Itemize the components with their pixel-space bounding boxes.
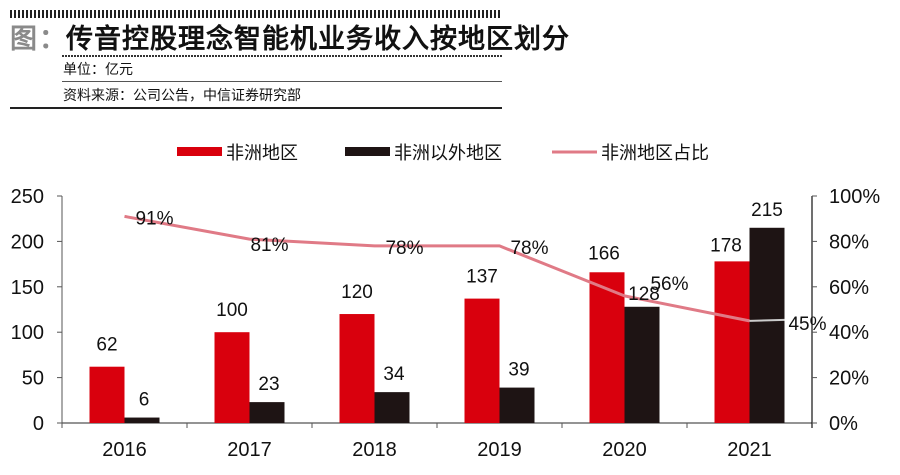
divider [62, 81, 502, 82]
legend-label-non-africa: 非洲以外地区 [394, 143, 502, 164]
left-y-tick-label: 150 [11, 277, 44, 299]
source-note: 资料来源：公司公告，中信证券研究部 [63, 88, 301, 104]
data-label-share: 78% [385, 238, 423, 259]
bar-africa [714, 261, 750, 423]
right-y-tick-label: 40% [829, 322, 869, 344]
dotted-divider [62, 55, 502, 57]
data-label-non-africa: 23 [258, 374, 279, 395]
figure-header: 图： 传音控股理念智能机业务收入按地区划分 [10, 18, 570, 55]
x-tick-label: 2018 [352, 439, 397, 461]
data-labels: 62 6 100 23 120 34 137 39 166 128 178 215 91% 81% 78% 7… [96, 200, 826, 411]
x-tick-label: 2017 [227, 439, 272, 461]
data-label-africa: 120 [341, 282, 373, 303]
data-label-non-africa: 128 [628, 284, 660, 305]
data-label-non-africa: 6 [139, 390, 150, 411]
bar-non-africa [124, 417, 160, 423]
legend-label-share: 非洲地区占比 [601, 143, 709, 164]
bar-africa [339, 314, 375, 423]
left-y-tick-label: 0 [33, 413, 44, 435]
left-y-tick-label: 200 [11, 231, 44, 253]
bar-africa [464, 298, 500, 423]
data-label-africa: 178 [710, 235, 742, 256]
right-y-tick-label: 0% [829, 413, 858, 435]
share-line-path [124, 214, 750, 323]
left-y-tick-label: 100 [11, 322, 44, 344]
bar-non-africa [499, 387, 535, 423]
right-y-tick-label: 60% [829, 277, 869, 299]
right-y-tick-label: 20% [829, 368, 869, 390]
bars [89, 227, 785, 423]
header-hatch-decoration [10, 10, 502, 18]
bar-non-africa [749, 227, 785, 423]
bar-non-africa [624, 306, 660, 423]
share-line-tail [749, 318, 785, 322]
legend-swatch-africa [177, 147, 222, 156]
data-label-share: 81% [250, 235, 288, 256]
figure-title: 传音控股理念智能机业务收入按地区划分 [66, 23, 570, 55]
data-label-share: 91% [135, 208, 173, 229]
x-tick-label: 2019 [477, 439, 522, 461]
right-y-tick-label: 80% [829, 231, 869, 253]
data-label-share: 78% [510, 238, 548, 259]
figure-label: 图： [10, 23, 68, 55]
bar-africa [214, 332, 250, 423]
data-label-africa: 166 [588, 243, 620, 264]
bar-non-africa [249, 402, 285, 423]
left-y-tick-label: 250 [11, 186, 44, 208]
data-label-africa: 62 [96, 335, 117, 356]
left-y-tick-label: 50 [22, 368, 44, 390]
data-label-share: 56% [650, 274, 688, 295]
data-label-non-africa: 215 [751, 200, 783, 221]
data-label-share: 45% [788, 314, 826, 335]
bar-africa [89, 366, 125, 423]
x-tick-label: 2016 [102, 439, 147, 461]
axes: 0 50 100 150 200 250 2016 2017 2018 2019 2020 2021 0… [11, 186, 881, 461]
data-label-non-africa: 34 [383, 364, 405, 385]
data-label-africa: 137 [466, 267, 498, 288]
x-tick-label: 2021 [727, 439, 772, 461]
right-y-tick-label: 100% [829, 186, 880, 208]
x-tick-label: 2020 [602, 439, 647, 461]
legend-swatch-non-africa [345, 147, 390, 156]
data-label-non-africa: 39 [508, 360, 529, 381]
unit-note: 单位：亿元 [63, 62, 133, 78]
bar-africa [589, 272, 625, 423]
header-bottom-rule [10, 107, 502, 109]
share-line [124, 214, 785, 323]
bar-non-africa [374, 392, 410, 423]
data-label-africa: 100 [216, 300, 248, 321]
legend: 非洲地区 非洲以外地区 非洲地区占比 [177, 143, 709, 164]
legend-label-africa: 非洲地区 [226, 143, 298, 164]
